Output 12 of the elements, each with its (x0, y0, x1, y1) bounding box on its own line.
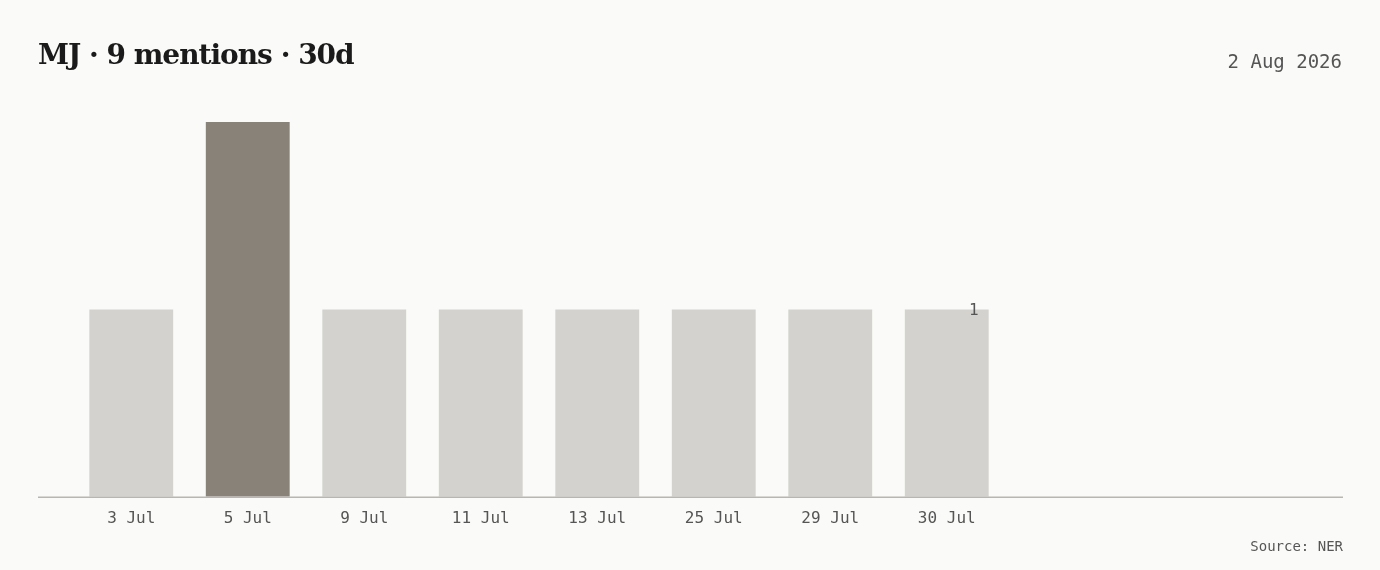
x-tick-label: 13 Jul (568, 507, 627, 527)
x-tick-label: 9 Jul (340, 507, 389, 527)
x-tick-label: 30 Jul (917, 507, 976, 527)
x-tick-label: 29 Jul (801, 507, 860, 527)
source-note: Source: NER (1250, 538, 1343, 554)
x-tick-label: 11 Jul (451, 507, 510, 527)
text: 2 Aug 2026 (1227, 50, 1342, 72)
x-tick-label: 5 Jul (223, 507, 272, 527)
data-label: 1 (969, 299, 979, 319)
x-tick-label: 3 Jul (107, 507, 156, 527)
x-tick-label: 25 Jul (684, 507, 743, 527)
chart-title: MJ · 9 mentions · 30d (38, 38, 354, 71)
